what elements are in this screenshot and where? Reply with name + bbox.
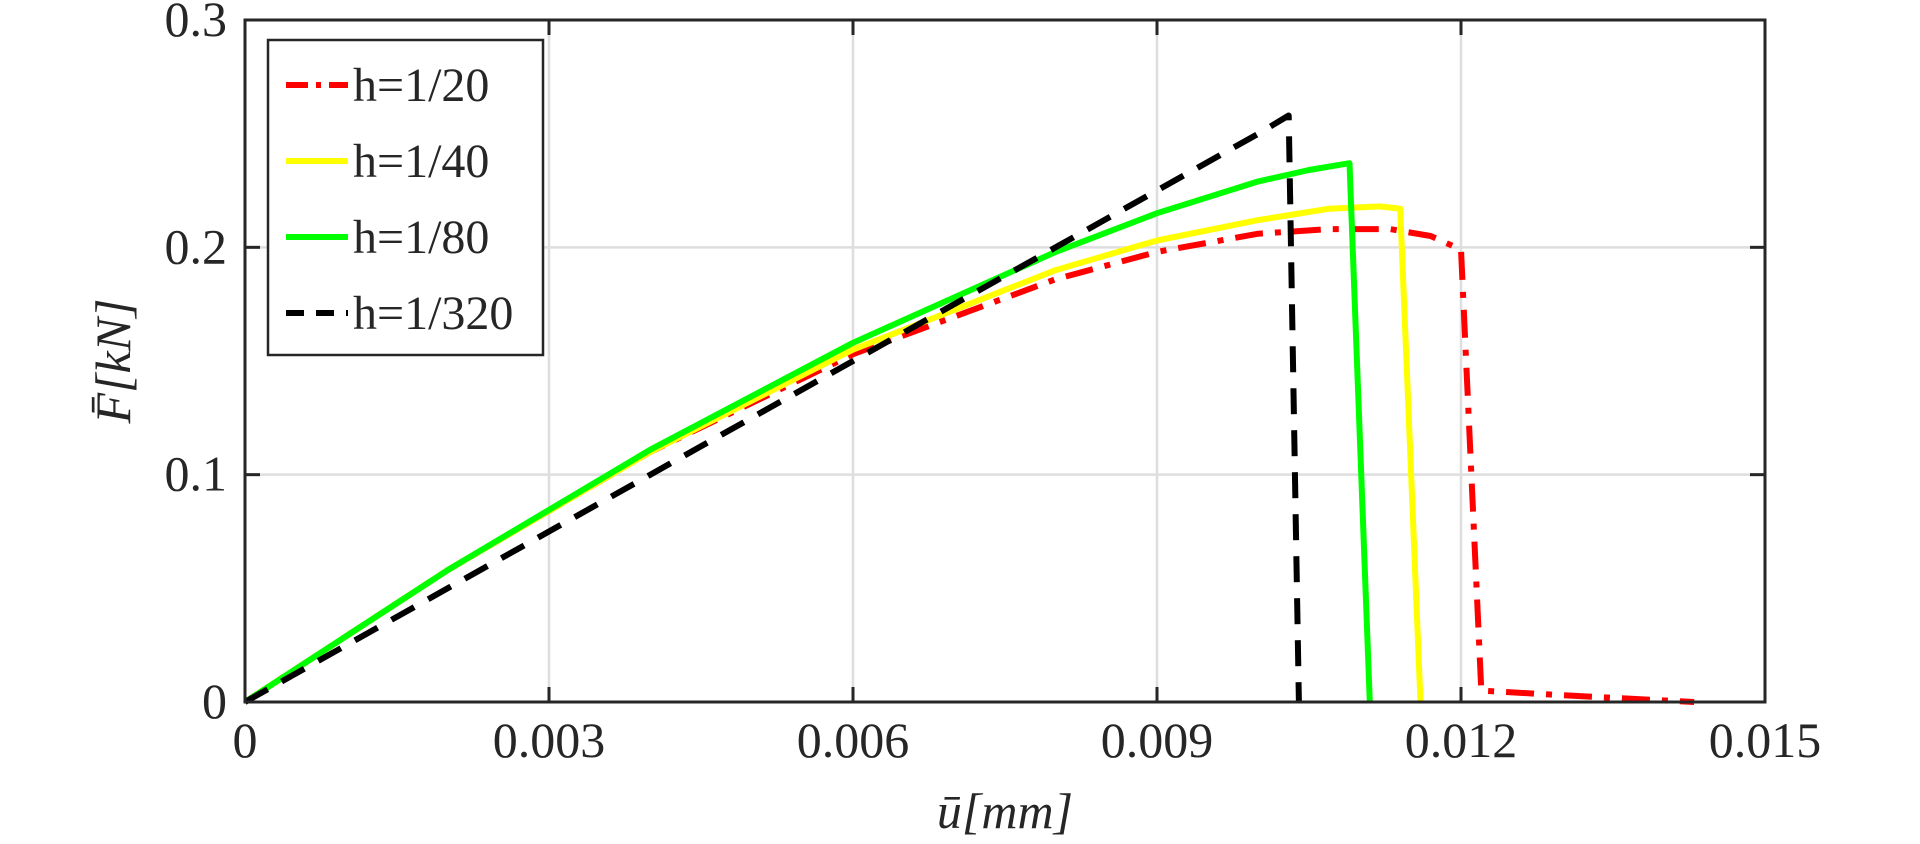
legend-label: h=1/20 <box>353 59 489 112</box>
series-line-1 <box>243 226 1695 705</box>
x-tick-label: 0 <box>233 712 258 768</box>
x-tick-label: 0.006 <box>797 712 910 768</box>
y-tick-label: 0.3 <box>165 0 228 47</box>
legend-box <box>266 38 545 357</box>
y-tick-label: 0 <box>202 673 227 729</box>
x-tick-label: 0.015 <box>1709 712 1822 768</box>
x-tick-label: 0.003 <box>493 712 606 768</box>
legend-label: h=1/80 <box>353 211 489 264</box>
x-axis-label: ū[mm] <box>937 783 1073 839</box>
series-line-3 <box>243 160 1373 705</box>
x-tick-label: 0.012 <box>1405 712 1518 768</box>
y-tick-label: 0.1 <box>165 446 228 502</box>
legend-label: h=1/40 <box>353 135 489 188</box>
legend-label: h=1/320 <box>353 287 513 340</box>
tick-labels: 0 0.003 0.006 0.009 0.012 0.015 0 0.1 0.2 0.3 <box>165 0 1822 768</box>
plot-frame <box>243 18 1767 704</box>
series-line-4 <box>243 112 1302 705</box>
legend-items: h=1/20 h=1/40 h=1/80 h=1/320 <box>286 59 513 340</box>
x-tick-label: 0.009 <box>1101 712 1214 768</box>
series-lines <box>243 112 1695 705</box>
y-tick-label: 0.2 <box>165 218 228 274</box>
legend: h=1/20 h=1/40 h=1/80 h=1/320 <box>266 38 545 357</box>
y-axis-label: F̄[kN] <box>85 299 141 425</box>
ticks <box>243 18 1767 704</box>
